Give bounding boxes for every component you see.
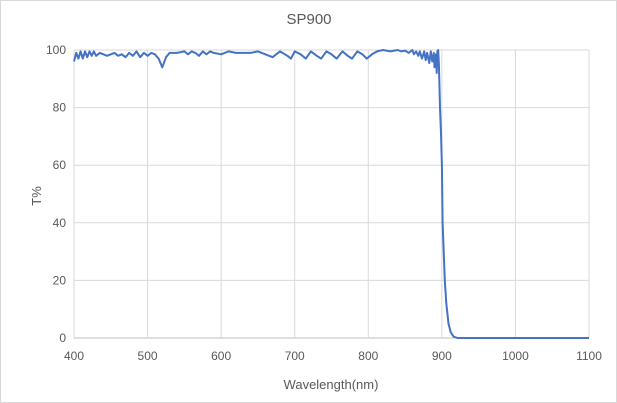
y-tick-label: 80 (53, 101, 67, 115)
x-tick-label: 800 (358, 349, 378, 363)
y-tick-label: 40 (53, 216, 67, 230)
x-tick-label: 600 (211, 349, 231, 363)
x-tick-label: 700 (285, 349, 305, 363)
y-tick-label: 100 (46, 43, 66, 57)
x-tick-label: 900 (432, 349, 452, 363)
x-tick-label: 400 (64, 349, 84, 363)
x-tick-label: 1000 (502, 349, 529, 363)
chart-title: SP900 (286, 11, 331, 28)
series-line (73, 49, 589, 339)
y-tick-label: 60 (53, 158, 67, 172)
y-tick-label: 0 (59, 331, 66, 345)
x-tick-label: 1100 (576, 349, 602, 363)
x-axis-label: Wavelength(nm) (284, 377, 379, 392)
x-tick-label: 500 (138, 349, 158, 363)
y-axis-label: T% (29, 186, 44, 206)
y-tick-label: 20 (53, 273, 67, 287)
